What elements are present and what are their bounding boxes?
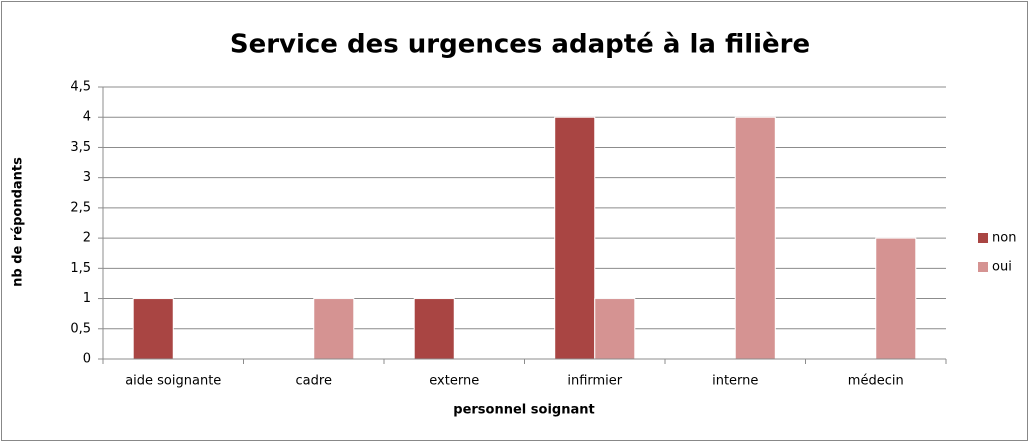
bar [554, 116, 596, 360]
y-tick-label: 2,5 [70, 200, 91, 215]
x-tick-label: interne [712, 374, 758, 389]
y-tick-label: 3,5 [70, 140, 91, 155]
bar [734, 116, 776, 360]
y-tick-label: 0 [83, 352, 91, 367]
x-tick-label: infirmier [567, 374, 622, 389]
y-axis-label: nb de répondants [11, 157, 26, 287]
bar [875, 237, 917, 360]
x-tick-label: externe [429, 374, 479, 389]
x-axis-label: personnel soignant [453, 403, 594, 418]
y-tick-label: 3 [83, 170, 91, 185]
bar [594, 298, 636, 360]
bar [132, 298, 174, 360]
bar [313, 298, 355, 360]
y-tick-label: 4,5 [70, 80, 91, 95]
chart-title: Service des urgences adapté à la filière [230, 30, 810, 60]
y-tick-label: 1 [83, 291, 91, 306]
y-tick-label: 4 [83, 110, 91, 125]
y-tick-label: 1,5 [70, 261, 91, 276]
x-tick-label: cadre [296, 374, 332, 389]
legend-swatch [978, 233, 988, 243]
y-tick-label: 0,5 [70, 321, 91, 336]
legend-swatch [978, 262, 988, 272]
x-tick-label: médecin [848, 374, 904, 389]
legend-label: non [992, 231, 1016, 246]
bar [413, 298, 455, 360]
x-tick-label: aide soignante [125, 374, 221, 389]
y-tick-label: 2 [83, 231, 91, 246]
legend-label: oui [992, 260, 1012, 275]
